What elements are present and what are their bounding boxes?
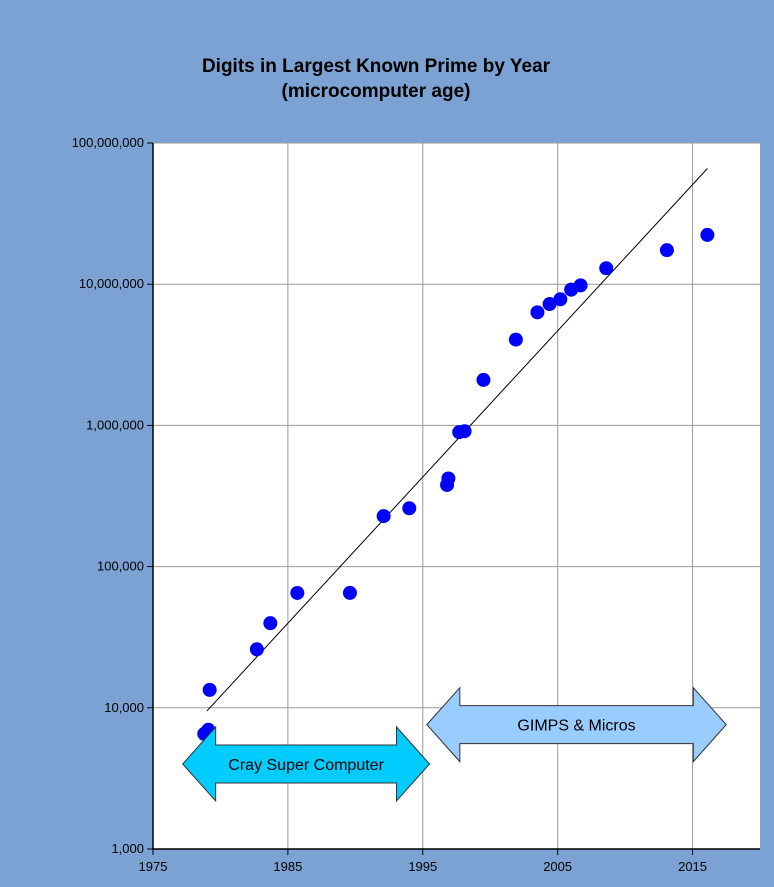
data-point (542, 297, 557, 312)
data-point (402, 501, 417, 516)
data-point (263, 616, 278, 631)
data-point (290, 585, 305, 600)
data-point (573, 278, 588, 293)
range-arrow-label: Cray Super Computer (228, 757, 384, 774)
x-tick-label: 2015 (678, 859, 707, 874)
x-tick-label: 1985 (273, 859, 302, 874)
data-point (476, 372, 491, 387)
y-tick-label: 1,000,000 (86, 417, 144, 432)
data-point (376, 509, 391, 524)
data-point (342, 585, 357, 600)
chart-title: Digits in Largest Known Prime by Year (202, 56, 551, 77)
data-point (700, 227, 715, 242)
y-tick-label: 1,000 (111, 841, 144, 856)
range-arrows: Cray Super Computer GIMPS & Micros (182, 686, 727, 803)
data-point (202, 682, 217, 697)
y-tick-label: 100,000,000 (72, 135, 144, 150)
y-tick-label: 100,000 (97, 559, 144, 574)
range-arrow-2 (426, 686, 727, 763)
data-point (553, 292, 568, 307)
axes: 1975 1985 1995 2005 2015 1,000 10,000 100,000 1,… (72, 135, 760, 874)
data-point (659, 243, 674, 258)
data-points (197, 227, 715, 741)
data-point (599, 261, 614, 276)
range-arrow-1 (182, 725, 431, 803)
data-point (530, 305, 545, 320)
chart-subtitle: (microcomputer age) (282, 81, 471, 102)
trendline (206, 168, 708, 712)
data-point (508, 332, 523, 347)
trendline-group (206, 168, 708, 712)
x-tick-label: 1995 (408, 859, 437, 874)
data-point (441, 471, 456, 486)
y-tick-label: 10,000,000 (79, 276, 144, 291)
data-point (249, 642, 264, 657)
x-tick-label: 2005 (543, 859, 572, 874)
range-arrow-label: GIMPS & Micros (517, 718, 635, 735)
gridlines (153, 142, 760, 849)
y-tick-label: 10,000 (104, 700, 144, 715)
data-point (457, 424, 472, 439)
x-tick-label: 1975 (139, 859, 168, 874)
